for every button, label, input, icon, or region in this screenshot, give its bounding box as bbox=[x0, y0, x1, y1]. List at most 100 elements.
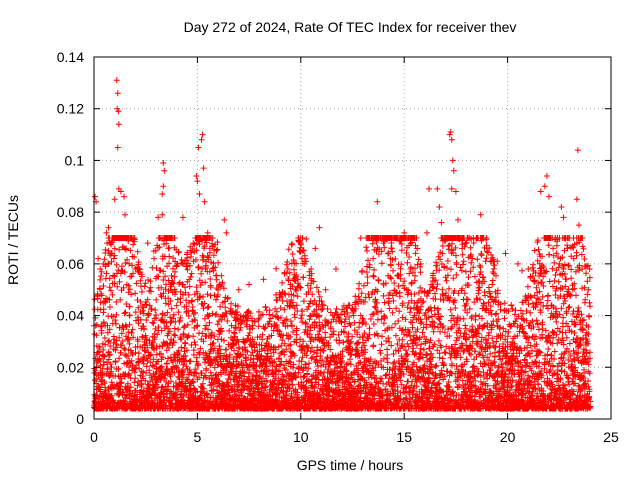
data-point bbox=[537, 188, 544, 195]
data-point bbox=[115, 108, 122, 115]
data-point bbox=[579, 266, 586, 273]
data-point bbox=[201, 198, 208, 205]
data-point bbox=[388, 245, 395, 252]
data-point bbox=[183, 263, 190, 270]
data-point bbox=[111, 196, 118, 203]
data-point bbox=[160, 160, 167, 167]
data-point bbox=[235, 286, 242, 293]
data-point bbox=[173, 263, 180, 270]
data-point bbox=[199, 131, 206, 138]
data-point bbox=[113, 77, 120, 84]
data-point bbox=[179, 214, 186, 221]
x-tick-label: 0 bbox=[90, 429, 98, 445]
data-point bbox=[357, 235, 364, 241]
data-point bbox=[95, 255, 102, 262]
x-tick-label: 15 bbox=[396, 429, 412, 445]
data-point bbox=[159, 211, 166, 218]
data-point bbox=[450, 167, 457, 174]
data-point bbox=[502, 250, 509, 257]
data-point bbox=[446, 131, 453, 138]
data-point bbox=[312, 245, 319, 252]
data-point bbox=[114, 144, 121, 151]
y-tick-label: 0.02 bbox=[57, 359, 84, 375]
y-tick-label: 0.14 bbox=[57, 49, 84, 65]
y-axis-label: ROTI / TECUs bbox=[5, 195, 21, 285]
y-tick-label: 0.12 bbox=[57, 101, 84, 117]
data-point bbox=[223, 229, 230, 236]
data-point bbox=[556, 260, 563, 267]
data-point bbox=[452, 188, 459, 195]
data-point bbox=[126, 260, 133, 267]
data-point bbox=[194, 178, 201, 185]
data-point bbox=[246, 281, 253, 288]
data-point bbox=[165, 245, 172, 252]
data-point bbox=[114, 105, 121, 112]
data-point bbox=[308, 266, 315, 273]
data-point bbox=[541, 183, 548, 190]
data-point bbox=[159, 191, 166, 198]
data-point bbox=[316, 224, 323, 231]
data-point bbox=[454, 216, 461, 223]
data-point bbox=[122, 211, 129, 218]
data-point bbox=[196, 191, 203, 198]
data-point bbox=[195, 144, 202, 151]
data-point bbox=[494, 258, 501, 265]
data-points bbox=[91, 77, 594, 412]
y-tick-label: 0 bbox=[76, 411, 84, 427]
data-point bbox=[467, 253, 474, 260]
data-point bbox=[380, 240, 387, 247]
data-point bbox=[447, 128, 454, 135]
data-point bbox=[545, 193, 552, 200]
data-point bbox=[287, 281, 294, 288]
data-point bbox=[459, 245, 466, 252]
data-point bbox=[483, 245, 490, 252]
data-point bbox=[190, 240, 197, 247]
y-tick-label: 0.1 bbox=[65, 152, 85, 168]
data-point bbox=[449, 157, 456, 164]
data-point bbox=[260, 276, 267, 283]
data-point bbox=[161, 167, 168, 174]
data-point bbox=[558, 203, 565, 210]
data-point bbox=[297, 240, 304, 247]
data-point bbox=[574, 147, 581, 154]
data-point bbox=[345, 302, 352, 309]
data-point bbox=[301, 255, 308, 262]
data-point bbox=[204, 229, 211, 236]
data-point bbox=[434, 185, 441, 192]
data-point bbox=[115, 121, 122, 128]
data-point bbox=[550, 245, 557, 252]
data-point bbox=[215, 286, 222, 293]
axis-ticks bbox=[93, 56, 612, 420]
x-tick-label: 10 bbox=[293, 429, 309, 445]
data-point bbox=[114, 90, 121, 97]
data-point bbox=[92, 193, 99, 200]
data-point bbox=[272, 291, 279, 298]
data-point bbox=[374, 198, 381, 205]
data-point bbox=[397, 235, 404, 241]
data-point bbox=[477, 211, 484, 218]
data-point bbox=[160, 183, 167, 190]
data-point bbox=[150, 255, 157, 262]
data-point bbox=[107, 240, 114, 247]
data-point bbox=[198, 136, 205, 143]
chart-title: Day 272 of 2024, Rate Of TEC Index for r… bbox=[184, 19, 517, 35]
data-point bbox=[117, 188, 124, 195]
data-point bbox=[332, 266, 339, 273]
data-point bbox=[560, 214, 567, 221]
data-point bbox=[206, 245, 213, 252]
data-point bbox=[442, 235, 449, 241]
y-tick-label: 0.08 bbox=[57, 204, 84, 220]
data-point bbox=[105, 224, 112, 231]
data-point bbox=[200, 165, 207, 172]
plot-border bbox=[93, 56, 612, 420]
data-point bbox=[585, 286, 592, 293]
data-point bbox=[438, 219, 445, 226]
data-point bbox=[132, 266, 139, 273]
data-point bbox=[120, 193, 127, 200]
data-point bbox=[407, 266, 414, 273]
axis-tick-labels: 0 0.02 0.04 0.06 0.08 0.1 0.12 0.14 0 5 10 15 20 25 bbox=[57, 49, 619, 445]
data-point bbox=[514, 260, 521, 267]
data-point bbox=[138, 271, 145, 278]
data-point bbox=[221, 216, 228, 223]
